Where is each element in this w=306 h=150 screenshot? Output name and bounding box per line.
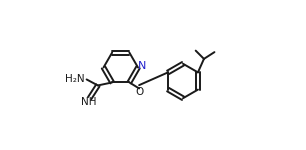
Text: NH: NH <box>81 97 97 107</box>
Text: H₂N: H₂N <box>65 74 85 84</box>
Text: O: O <box>135 87 144 97</box>
Text: N: N <box>138 61 146 71</box>
